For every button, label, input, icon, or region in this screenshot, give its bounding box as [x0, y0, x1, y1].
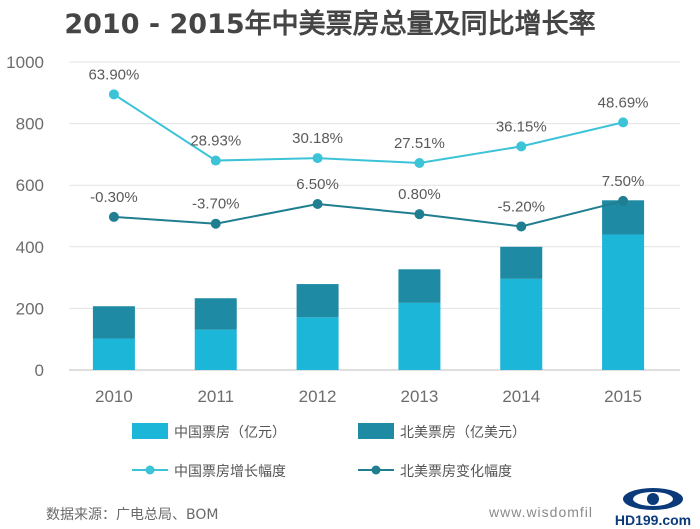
data-label: -5.20% — [497, 198, 545, 215]
bar-north-america — [398, 269, 441, 303]
logo-text: HD199.com — [615, 512, 691, 528]
legend-label: 北美票房变化幅度 — [400, 464, 512, 480]
y-tick-label: 400 — [16, 238, 44, 257]
x-tick-label: 2012 — [299, 387, 337, 406]
y-tick-label: 800 — [16, 115, 44, 134]
data-label: 36.15% — [496, 118, 547, 135]
bar-china — [398, 302, 441, 370]
bar-north-america — [194, 298, 237, 330]
point-na-change — [210, 218, 221, 229]
bar-north-america — [92, 306, 135, 339]
x-tick-label: 2013 — [401, 387, 439, 406]
legend: 中国票房（亿元） 北美票房（亿美元） 中国票房增长幅度 北美票房变化幅度 — [132, 423, 526, 480]
line-china-growth — [113, 93, 624, 165]
point-na-change — [312, 198, 323, 209]
data-label: -0.30% — [90, 189, 138, 206]
legend-swatch — [132, 423, 168, 439]
legend-label: 中国票房（亿元） — [174, 425, 286, 441]
hd199-logo: HD199.com — [615, 488, 691, 528]
point-na-change — [618, 195, 629, 206]
gridlines — [69, 61, 680, 371]
source-note: 数据来源：广电总局、BOM — [46, 507, 219, 523]
data-labels: 63.90% 28.93% 30.18% 27.51% 36.15% 48.69% -0.3… — [88, 66, 648, 215]
y-tick-label: 600 — [16, 176, 44, 195]
bars — [92, 200, 645, 370]
point-china-growth — [312, 153, 323, 164]
point-na-change — [108, 211, 119, 222]
lines — [108, 89, 629, 232]
point-china-growth — [516, 141, 527, 152]
bar-china — [92, 338, 135, 370]
x-tick-label: 2014 — [502, 387, 540, 406]
point-china-growth — [210, 155, 221, 166]
data-label: 0.80% — [398, 186, 441, 203]
point-china-growth — [414, 158, 425, 169]
data-label: 63.90% — [88, 66, 139, 83]
x-tick-label: 2011 — [197, 387, 234, 406]
legend-item: 中国票房（亿元） — [132, 423, 286, 441]
y-axis: 0 200 400 600 800 1000 — [6, 53, 44, 380]
legend-marker — [371, 465, 381, 475]
bar-china — [194, 329, 237, 370]
legend-label: 北美票房（亿美元） — [400, 425, 526, 441]
data-label: 6.50% — [296, 176, 339, 193]
point-china-growth — [108, 89, 119, 100]
point-china-growth — [618, 117, 629, 128]
data-label: 28.93% — [190, 133, 241, 150]
chart-title: 2010 - 2015年中美票房总量及同比增长率 — [64, 9, 596, 40]
bar-north-america — [500, 246, 543, 279]
legend-swatch — [358, 423, 394, 439]
point-na-change — [516, 221, 527, 232]
bar-north-america — [602, 200, 645, 235]
x-axis: 2010 2011 2012 2013 2014 2015 — [95, 387, 642, 406]
x-tick-label: 2010 — [95, 387, 133, 406]
line-na-change — [113, 199, 624, 228]
data-label: 30.18% — [292, 130, 343, 147]
data-label: -3.70% — [192, 196, 240, 213]
data-label: 48.69% — [598, 94, 649, 111]
y-tick-label: 1000 — [6, 53, 44, 72]
legend-item: 中国票房增长幅度 — [132, 464, 286, 480]
y-tick-label: 0 — [35, 361, 44, 380]
bar-north-america — [296, 284, 339, 318]
legend-marker — [145, 465, 155, 475]
bar-china — [602, 234, 645, 370]
y-tick-label: 200 — [16, 299, 44, 318]
legend-item: 北美票房（亿美元） — [358, 423, 526, 441]
legend-label: 中国票房增长幅度 — [174, 464, 286, 480]
bar-china — [500, 278, 543, 370]
data-label: 27.51% — [394, 135, 445, 152]
x-tick-label: 2015 — [604, 387, 642, 406]
point-na-change — [414, 209, 425, 220]
website-watermark: www.wisdomfil — [489, 504, 594, 520]
data-label: 7.50% — [602, 173, 645, 190]
legend-item: 北美票房变化幅度 — [358, 464, 512, 480]
bar-china — [296, 317, 339, 370]
